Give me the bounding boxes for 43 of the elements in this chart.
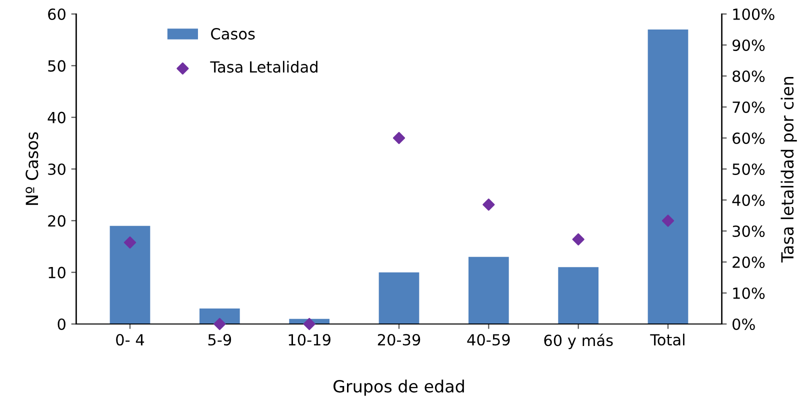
bar	[648, 30, 688, 324]
bar	[558, 267, 599, 324]
point	[392, 132, 406, 144]
y2-axis-title: Tasa letalidad por cien	[780, 76, 797, 263]
x-tick-label: 40-59	[467, 334, 510, 346]
bar	[468, 256, 509, 324]
y-axis-title: Nº Casos	[26, 132, 38, 205]
x-tick-label: 60 y más	[544, 334, 613, 350]
x-tick-label: 5-9	[208, 334, 232, 346]
point	[303, 318, 316, 330]
y-tick-label: 30	[48, 163, 66, 176]
legend-label: Tasa Letalidad	[210, 60, 318, 73]
bar	[110, 226, 150, 324]
y2-tick-label: 100%	[733, 8, 774, 20]
x-axis-title: Grupos de edad	[334, 380, 464, 396]
y-tick-label: 0	[58, 318, 66, 330]
y2-tick-label: 70%	[732, 101, 765, 114]
y2-tick-label: 40%	[732, 194, 765, 206]
y-tick-label: 40	[48, 112, 66, 124]
x-tick-label: Total	[650, 334, 684, 346]
bar	[199, 308, 240, 324]
y-tick-label: 20	[48, 215, 66, 227]
x-tick-label: 10-19	[288, 334, 330, 346]
legend-label: Casos	[211, 28, 255, 40]
y2-tick-label: 0%	[732, 318, 755, 330]
y2-tick-label: 90%	[732, 39, 765, 52]
y2-tick-label: 60%	[732, 132, 765, 144]
point	[662, 214, 674, 227]
y2-tick-label: 10%	[733, 287, 765, 300]
y-tick-label: 10	[48, 266, 66, 278]
point	[482, 198, 495, 211]
y2-tick-label: 50%	[732, 163, 765, 176]
y-tick-label: 60	[48, 8, 66, 20]
y2-tick-label: 30%	[732, 225, 765, 238]
point	[572, 233, 584, 246]
x-tick-label: 0- 4	[116, 334, 144, 346]
x-tick-label: 20-39	[378, 334, 420, 346]
y2-tick-label: 80%	[732, 70, 765, 82]
y2-tick-label: 20%	[732, 256, 765, 268]
bar	[378, 272, 420, 324]
point	[214, 318, 226, 330]
y-tick-label: 50	[48, 60, 66, 72]
point	[124, 236, 136, 249]
